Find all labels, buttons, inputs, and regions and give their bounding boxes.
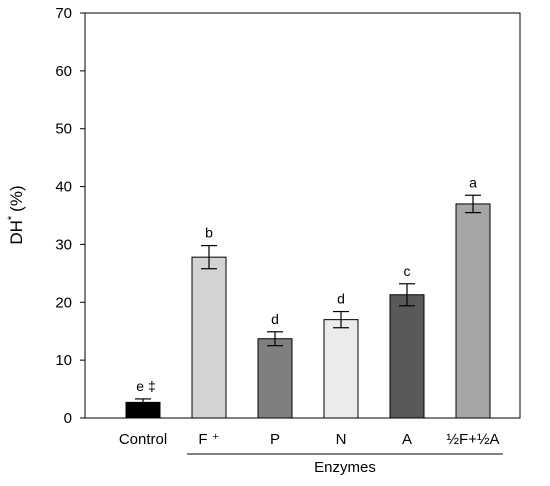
- y-axis-label: DH* (%): [6, 185, 26, 244]
- axes: [80, 12, 521, 455]
- y-tick-label: 60: [55, 63, 72, 80]
- y-tick-label: 30: [55, 236, 72, 253]
- significance-label: c: [404, 263, 411, 279]
- bar: [257, 338, 293, 419]
- bar: [455, 203, 491, 419]
- y-axis-label-superscript: *: [6, 215, 18, 220]
- significance-label: d: [271, 311, 279, 327]
- bar: [389, 294, 425, 419]
- x-group-label: Enzymes: [314, 459, 376, 476]
- significance-label: b: [205, 225, 213, 241]
- x-category-label: F ⁺: [198, 431, 219, 448]
- x-category-label: N: [336, 431, 347, 448]
- bar: [191, 256, 227, 419]
- y-tick-label: 50: [55, 121, 72, 138]
- labels: 0 10 20 30 40 50 60 70 e ‡ Control b F ⁺ d Pd Nc Aa ½F+½…: [55, 5, 499, 448]
- x-category-label: ½F+½A: [447, 431, 500, 448]
- y-tick-label: 0: [64, 410, 72, 427]
- bars: [125, 194, 491, 419]
- y-tick-label: 70: [55, 5, 72, 22]
- significance-label: e ‡: [136, 378, 155, 394]
- y-tick-label: 20: [55, 294, 72, 311]
- y-axis-label-unit: (%): [7, 185, 26, 211]
- y-tick-label: 40: [55, 179, 72, 196]
- x-category-label: P: [270, 431, 280, 448]
- y-tick-label: 10: [55, 352, 72, 369]
- plot-frame: [84, 12, 521, 419]
- x-category-label: A: [402, 431, 412, 448]
- significance-label: a: [469, 174, 477, 190]
- significance-label: d: [337, 291, 345, 307]
- y-axis-label-main: DH: [7, 220, 26, 245]
- x-category-label: Control: [119, 431, 167, 448]
- bar: [323, 319, 359, 419]
